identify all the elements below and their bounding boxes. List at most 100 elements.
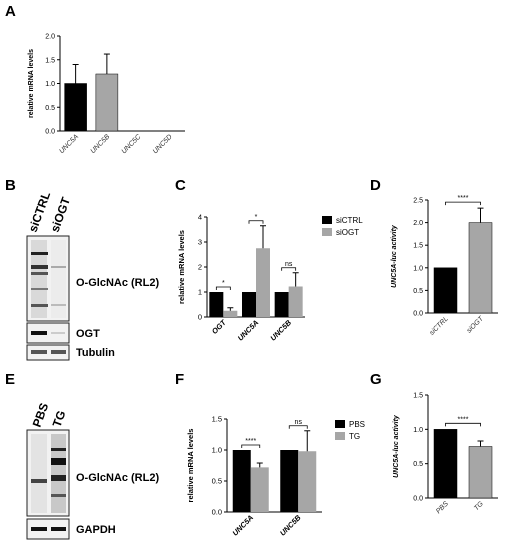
- legend-label: TG: [349, 432, 360, 441]
- x-tick-label: PBS: [435, 500, 450, 515]
- blot-band: [51, 475, 66, 481]
- significance-label: *: [222, 280, 225, 287]
- x-tick-label: UNC5A: [236, 318, 261, 343]
- y-tick-label: 1.5: [45, 57, 55, 64]
- chart-panel-g: 0.0 0.5 1.0 1.5 UNC5A-luc activity PBS TG ****: [393, 393, 498, 515]
- x-tick-label: UNC5A: [58, 133, 80, 155]
- y-axis-label: relative mRNA levels: [28, 49, 35, 118]
- y-tick-label: 1.0: [413, 427, 423, 434]
- legend-swatch: [322, 228, 332, 236]
- blot-band: [31, 331, 47, 335]
- bar: [288, 286, 303, 317]
- bar: [274, 292, 289, 317]
- y-tick-label: 1.5: [413, 393, 423, 400]
- significance-label: ****: [245, 438, 256, 445]
- blot-lane-label: PBS: [30, 401, 52, 429]
- chart-panel-c: 0 1 2 3 4 relative mRNA levels * OGT * UNC5A ns UNC…: [177, 213, 363, 343]
- bar: [64, 83, 87, 132]
- x-tick-label: UNC5C: [121, 133, 144, 156]
- y-tick-label: 0.5: [45, 105, 55, 112]
- bar: [433, 429, 458, 499]
- chart-panel-f: 0.0 0.5 1.0 1.5 relative mRNA levels **** UNC5…: [186, 415, 365, 538]
- significance-label: *: [255, 214, 258, 221]
- bar: [468, 446, 493, 499]
- y-axis-label: relative mRNA levels: [186, 429, 195, 503]
- bar: [95, 73, 119, 132]
- significance-bracket: [288, 425, 308, 429]
- blot-band: [51, 266, 66, 268]
- blot-band: [51, 332, 65, 334]
- blot-band: [31, 527, 47, 531]
- y-tick-label: 0.0: [212, 508, 222, 517]
- significance-bracket: [445, 422, 481, 427]
- y-tick-label: 0.5: [413, 461, 423, 468]
- legend-swatch: [335, 420, 345, 428]
- significance-bracket: [215, 286, 231, 290]
- panel-label-c: C: [175, 177, 186, 194]
- blot-band: [51, 494, 66, 497]
- y-tick-label: 0: [198, 313, 202, 322]
- legend-label: siCTRL: [336, 216, 363, 225]
- blot-band: [31, 304, 48, 307]
- legend-label: PBS: [349, 420, 365, 429]
- panel-label-b: B: [5, 177, 16, 194]
- blot-lane-smear: [31, 240, 47, 318]
- blot-label: OGT: [76, 328, 100, 340]
- blot-lane-smear: [31, 434, 47, 513]
- blot-membrane: [26, 344, 70, 361]
- blot-label: GAPDH: [76, 524, 116, 536]
- y-tick-label: 0.5: [413, 288, 423, 295]
- western-blot-e: PBS TG O-GlcNAc (RL2) GAPDH: [26, 401, 159, 540]
- significance-bracket: [445, 201, 481, 206]
- blot-band: [31, 479, 47, 483]
- blot-membrane: [26, 322, 70, 344]
- panel-label-f: F: [175, 371, 184, 388]
- blot-label: Tubulin: [76, 347, 115, 359]
- blot-band: [31, 350, 47, 354]
- bar: [232, 450, 251, 512]
- y-axis-label: UNC5A-luc activity: [391, 224, 398, 288]
- y-tick-label: 1.5: [212, 415, 222, 424]
- panel-label-d: D: [370, 177, 381, 194]
- bar: [256, 248, 270, 317]
- bar: [209, 292, 224, 317]
- bar: [433, 267, 458, 314]
- bar: [250, 467, 269, 512]
- y-tick-label: 2.0: [413, 220, 423, 227]
- significance-label: ****: [458, 416, 469, 423]
- significance-label: ns: [285, 261, 293, 268]
- y-tick-label: 0.0: [413, 311, 423, 318]
- blot-band: [31, 265, 48, 269]
- panel-label-g: G: [370, 371, 382, 388]
- chart-panel-a: 0.0 0.5 1.0 1.5 2.0 relative mRNA levels UNC5A…: [28, 34, 185, 156]
- x-tick-label: UNC5A: [231, 513, 256, 538]
- x-tick-label: UNC5B: [90, 133, 112, 155]
- legend-swatch: [335, 432, 345, 440]
- significance-bracket: [241, 444, 261, 448]
- y-tick-label: 2.0: [45, 34, 55, 41]
- blot-lane-smear: [51, 434, 66, 513]
- x-tick-label: UNC5D: [152, 133, 174, 155]
- blot-band: [51, 527, 66, 531]
- y-tick-label: 1: [198, 288, 202, 297]
- y-tick-label: 0.0: [413, 496, 423, 503]
- significance-label: ****: [458, 195, 469, 202]
- chart-panel-d: 0.0 0.5 1.0 1.5 2.0 2.5 UNC5A-luc activity siCT…: [391, 195, 498, 337]
- bar: [298, 451, 317, 512]
- y-tick-label: 3: [198, 238, 202, 247]
- blot-band: [51, 458, 66, 465]
- y-tick-label: 2.5: [413, 198, 423, 205]
- blot-membrane: [26, 518, 70, 540]
- bar: [223, 310, 238, 317]
- bar: [242, 292, 256, 317]
- blot-label: O-GlcNAc (RL2): [76, 472, 159, 484]
- blot-band: [51, 304, 66, 306]
- blot-band: [51, 448, 66, 451]
- blot-lane-smear: [51, 240, 66, 318]
- y-tick-label: 0.5: [212, 477, 222, 486]
- y-axis-label: UNC5A-luc activity: [393, 414, 400, 478]
- panel-label-a: A: [5, 3, 16, 20]
- x-tick-label: siOGT: [466, 315, 486, 335]
- blot-label: O-GlcNAc (RL2): [76, 277, 159, 289]
- significance-bracket: [248, 220, 264, 224]
